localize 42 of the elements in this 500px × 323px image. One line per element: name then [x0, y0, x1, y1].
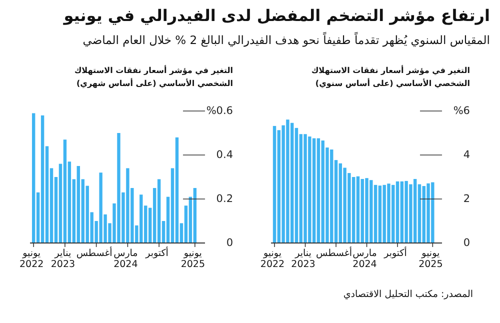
- x-tick-label: يونيو 2022: [18, 248, 45, 270]
- x-tick-label: يناير 2023: [291, 248, 316, 270]
- bar: [356, 176, 360, 243]
- x-tick-label: مارس 2024: [352, 248, 377, 270]
- bar: [290, 122, 294, 243]
- x-tick-label: أكتوبر: [144, 248, 170, 259]
- bar: [32, 113, 36, 243]
- x-tick-label: يناير 2023: [50, 248, 76, 270]
- y-tick-label: 0.2: [216, 193, 233, 205]
- bar: [396, 181, 400, 243]
- bar: [352, 177, 356, 243]
- bar: [400, 181, 404, 243]
- x-tick-label: يونيو 2022: [259, 248, 286, 270]
- bar: [316, 138, 320, 243]
- y-tick-label: %0.6: [206, 105, 234, 117]
- chart-subtitle: المقياس السنوي يُظهر تقدماً طفيفاً نحو هدف الفيدرالي البالغ 2 % خلال العام الماضي: [82, 33, 490, 48]
- y-tick-label: 0: [226, 237, 233, 249]
- bar: [175, 137, 179, 243]
- x-tick-label: أغسطس: [315, 248, 353, 259]
- y-axis-title: التغير في مؤشر أسعار نفقات الاستهلاك الشخصي الأساسي (على أساس شهري): [73, 64, 233, 90]
- text: المصدر: مكتب التحليل الاقتصادي: [342, 289, 473, 301]
- bar: [338, 163, 342, 243]
- x-tick-label: أغسطس: [75, 248, 114, 259]
- bar: [413, 178, 417, 243]
- x-tick-label: يونيو 2025: [418, 248, 444, 270]
- x-tick-label: يونيو 2025: [180, 248, 206, 270]
- y-tick-label: 0: [463, 237, 470, 249]
- x-tick-label: مارس 2024: [114, 248, 138, 270]
- bar: [63, 140, 67, 243]
- bar: [272, 126, 276, 243]
- bar: [193, 188, 197, 243]
- y-tick-label: 2: [463, 193, 470, 205]
- y-tick-label: 4: [463, 149, 470, 161]
- y-tick-label: 0.4: [216, 149, 234, 161]
- bar: [378, 186, 382, 243]
- y-tick-label: %6: [453, 105, 470, 117]
- y-axis-title: التغير في مؤشر أسعار نفقات الاستهلاك الشخصي الأساسي (على أساس سنوي): [310, 64, 470, 90]
- x-tick-label: أكتوبر: [382, 248, 408, 259]
- bar: [157, 179, 161, 243]
- bar: [40, 115, 44, 243]
- chart-title: ارتفاع مؤشر التضخم المفضل لدى الفيدرالي في يونيو: [62, 5, 490, 27]
- bar: [312, 138, 316, 243]
